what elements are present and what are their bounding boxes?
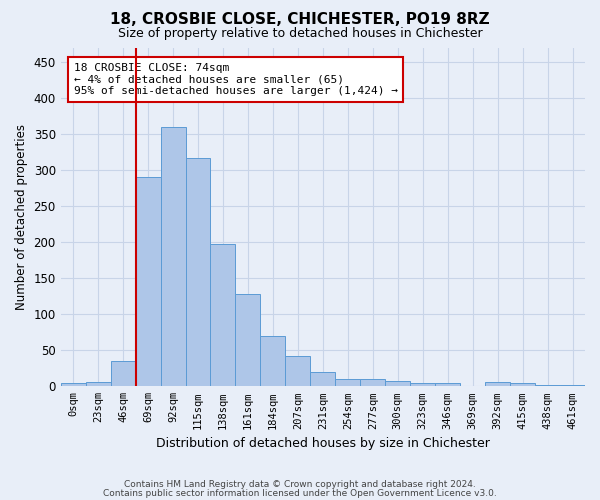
Text: Contains public sector information licensed under the Open Government Licence v3: Contains public sector information licen…: [103, 488, 497, 498]
Text: Contains HM Land Registry data © Crown copyright and database right 2024.: Contains HM Land Registry data © Crown c…: [124, 480, 476, 489]
Bar: [86, 382, 110, 386]
Bar: [286, 356, 310, 386]
Bar: [211, 244, 235, 386]
Bar: [535, 385, 560, 386]
Bar: [185, 158, 211, 386]
Y-axis label: Number of detached properties: Number of detached properties: [15, 124, 28, 310]
Bar: [260, 336, 286, 386]
Bar: [560, 385, 585, 386]
Bar: [61, 384, 86, 386]
Bar: [510, 382, 535, 386]
Bar: [435, 382, 460, 386]
Text: 18 CROSBIE CLOSE: 74sqm
← 4% of detached houses are smaller (65)
95% of semi-det: 18 CROSBIE CLOSE: 74sqm ← 4% of detached…: [74, 62, 398, 96]
Bar: [310, 372, 335, 386]
X-axis label: Distribution of detached houses by size in Chichester: Distribution of detached houses by size …: [156, 437, 490, 450]
Bar: [235, 294, 260, 386]
Text: Size of property relative to detached houses in Chichester: Size of property relative to detached ho…: [118, 28, 482, 40]
Bar: [360, 379, 385, 386]
Bar: [335, 379, 360, 386]
Bar: [385, 382, 410, 386]
Text: 18, CROSBIE CLOSE, CHICHESTER, PO19 8RZ: 18, CROSBIE CLOSE, CHICHESTER, PO19 8RZ: [110, 12, 490, 28]
Bar: [161, 127, 185, 386]
Bar: [110, 361, 136, 386]
Bar: [485, 382, 510, 386]
Bar: [410, 382, 435, 386]
Bar: [136, 178, 161, 386]
